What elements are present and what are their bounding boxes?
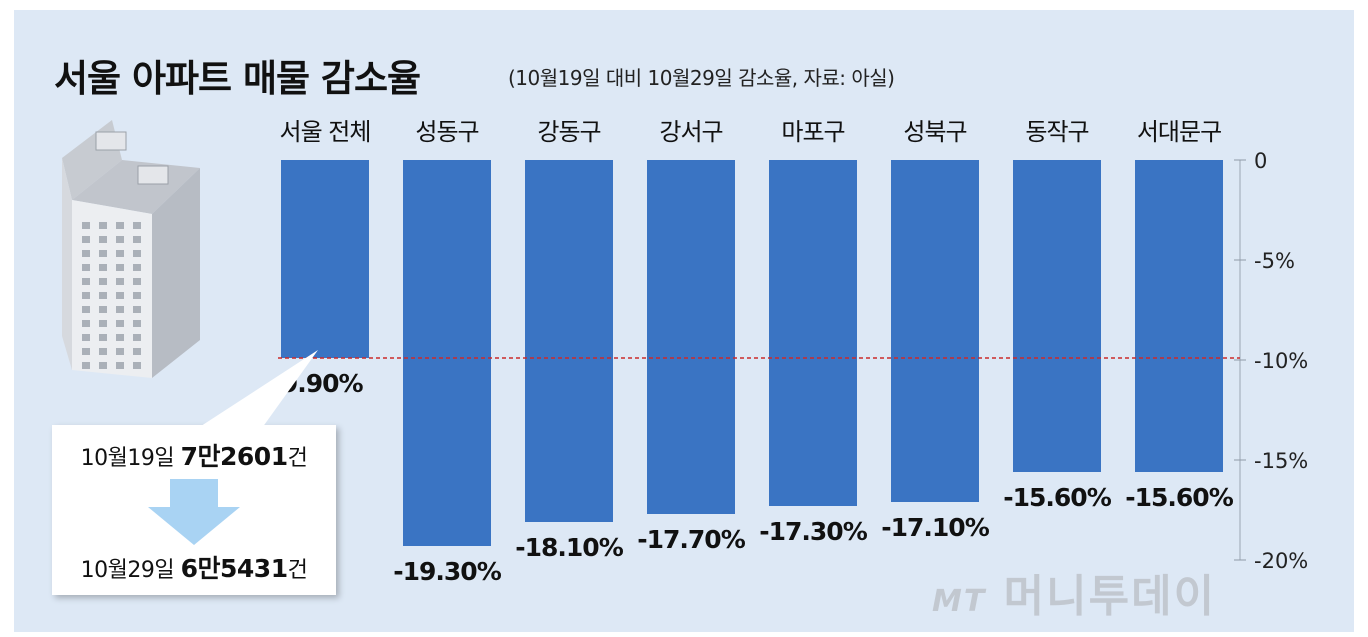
bar (891, 160, 979, 502)
publisher-logo: MT 머니투데이 (932, 560, 1216, 624)
category-label: 동작구 (1025, 118, 1088, 146)
category-label: 강서구 (659, 118, 722, 146)
callout-after-unit: 건 (287, 558, 308, 583)
y-tick-label: -10% (1254, 349, 1308, 373)
down-arrow-icon (148, 479, 240, 545)
y-tick-label: -5% (1254, 249, 1295, 273)
bar (1013, 160, 1101, 472)
category-label: 성동구 (415, 118, 478, 146)
callout-before-count: 7만2601 (180, 442, 288, 471)
logo-mt: MT (932, 584, 987, 619)
callout-before-date: 10월19일 (80, 446, 181, 471)
callout-line-after: 10월29일 6만5431건 (52, 549, 336, 585)
bar (403, 160, 491, 546)
callout-line-before: 10월19일 7만2601건 (52, 437, 336, 473)
category-label: 마포구 (781, 118, 844, 146)
callout-box: 10월19일 7만2601건 10월29일 6만5431건 (52, 425, 336, 595)
bar (647, 160, 735, 514)
y-tick-label: -15% (1254, 449, 1308, 473)
value-label: -19.30% (393, 557, 501, 586)
chart-title: 서울 아파트 매물 감소율 (54, 57, 421, 100)
value-label: -9.90% (271, 369, 363, 398)
callout-after-date: 10월29일 (80, 558, 181, 583)
value-label: -18.10% (515, 533, 623, 562)
bar (281, 160, 369, 358)
value-label: -17.30% (759, 517, 867, 546)
callout-before-unit: 건 (287, 446, 308, 471)
chart-subtitle: (10월19일 대비 10월29일 감소율, 자료: 아실) (508, 66, 895, 90)
category-label: 서대문구 (1137, 118, 1221, 146)
apartment-building-icon (62, 120, 200, 378)
y-tick-label: 0 (1254, 149, 1267, 173)
bar (1135, 160, 1223, 472)
value-label: -15.60% (1003, 483, 1111, 512)
bar (525, 160, 613, 522)
value-label: -15.60% (1125, 483, 1233, 512)
callout-after-count: 6만5431 (180, 554, 288, 583)
bar (769, 160, 857, 506)
y-tick-label: -20% (1254, 549, 1308, 573)
category-label: 성북구 (903, 118, 966, 146)
category-label: 강동구 (537, 118, 600, 146)
logo-name: 머니투데이 (1003, 571, 1217, 622)
value-label: -17.70% (637, 525, 745, 554)
value-label: -17.10% (881, 513, 989, 542)
category-label: 서울 전체 (280, 118, 371, 146)
